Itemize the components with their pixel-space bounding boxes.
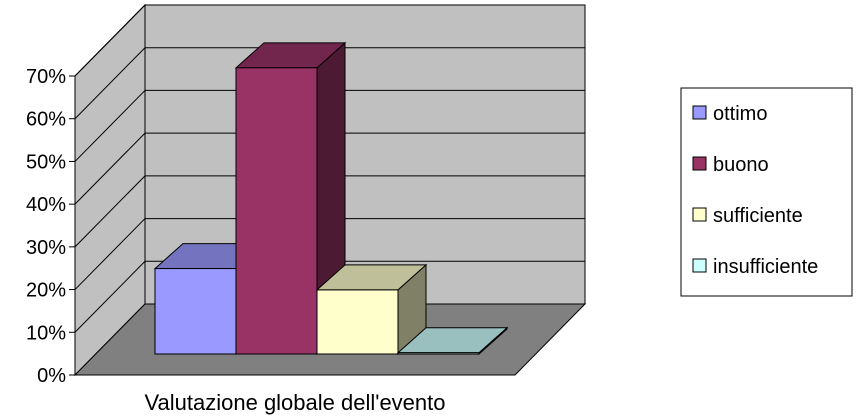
gridline-side [74,132,146,205]
x-axis-title: Valutazione globale dell'evento [144,390,445,415]
y-tick-label: 40% [26,194,66,216]
legend-swatch [692,258,707,273]
legend-label: sufficiente [713,205,803,227]
y-axis-ticks: 0% 10% 20% 30% 40% 50% 60% 70% [26,66,75,387]
legend-swatch [692,105,707,120]
gridline-side [74,175,146,248]
gridline-side [74,90,146,162]
bar-insufficiente [396,326,509,356]
gridline-side [74,47,146,120]
legend-swatch [692,156,707,171]
y-tick-label: 60% [26,109,66,131]
y-tick-label: 70% [26,66,66,88]
legend-label: ottimo [713,103,767,125]
y-tick-label: 10% [26,322,66,344]
gridline-side [74,4,146,77]
legend: ottimo buono sufficiente insufficiente [680,87,853,297]
legend-label: buono [713,154,769,176]
y-tick-label: 50% [26,151,66,173]
y-tick-label: 0% [37,365,66,387]
legend-swatch [692,207,707,222]
gridline-side [74,218,146,290]
bars [153,41,509,356]
bar-sufficiente [315,263,428,356]
y-tick-label: 20% [26,280,66,302]
y-tick-label: 30% [26,237,66,259]
gridline-side [74,260,146,333]
gridlines [74,4,585,333]
legend-box [680,87,853,297]
legend-label: insufficiente [713,256,818,278]
